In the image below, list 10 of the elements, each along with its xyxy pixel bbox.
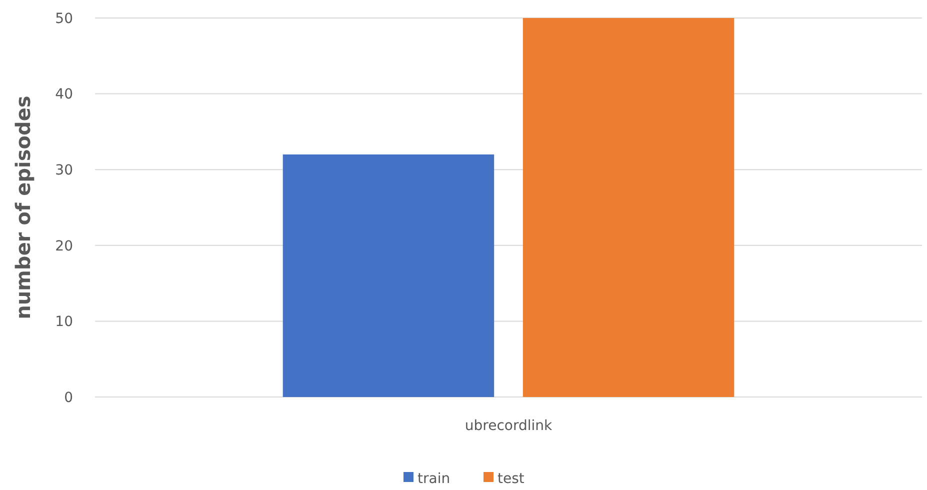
- y-tick-label: 0: [64, 390, 73, 406]
- x-tick-label: ubrecordlink: [464, 418, 554, 434]
- legend-label: train: [418, 470, 450, 487]
- y-axis-title: number of episodes: [11, 96, 35, 320]
- y-tick-label: 20: [55, 238, 73, 254]
- y-tick-label: 40: [55, 86, 73, 103]
- y-tick-label: 50: [55, 10, 73, 27]
- legend-label: test: [498, 470, 525, 487]
- y-tick-label: 10: [55, 314, 73, 330]
- y-tick-label: 30: [55, 162, 73, 178]
